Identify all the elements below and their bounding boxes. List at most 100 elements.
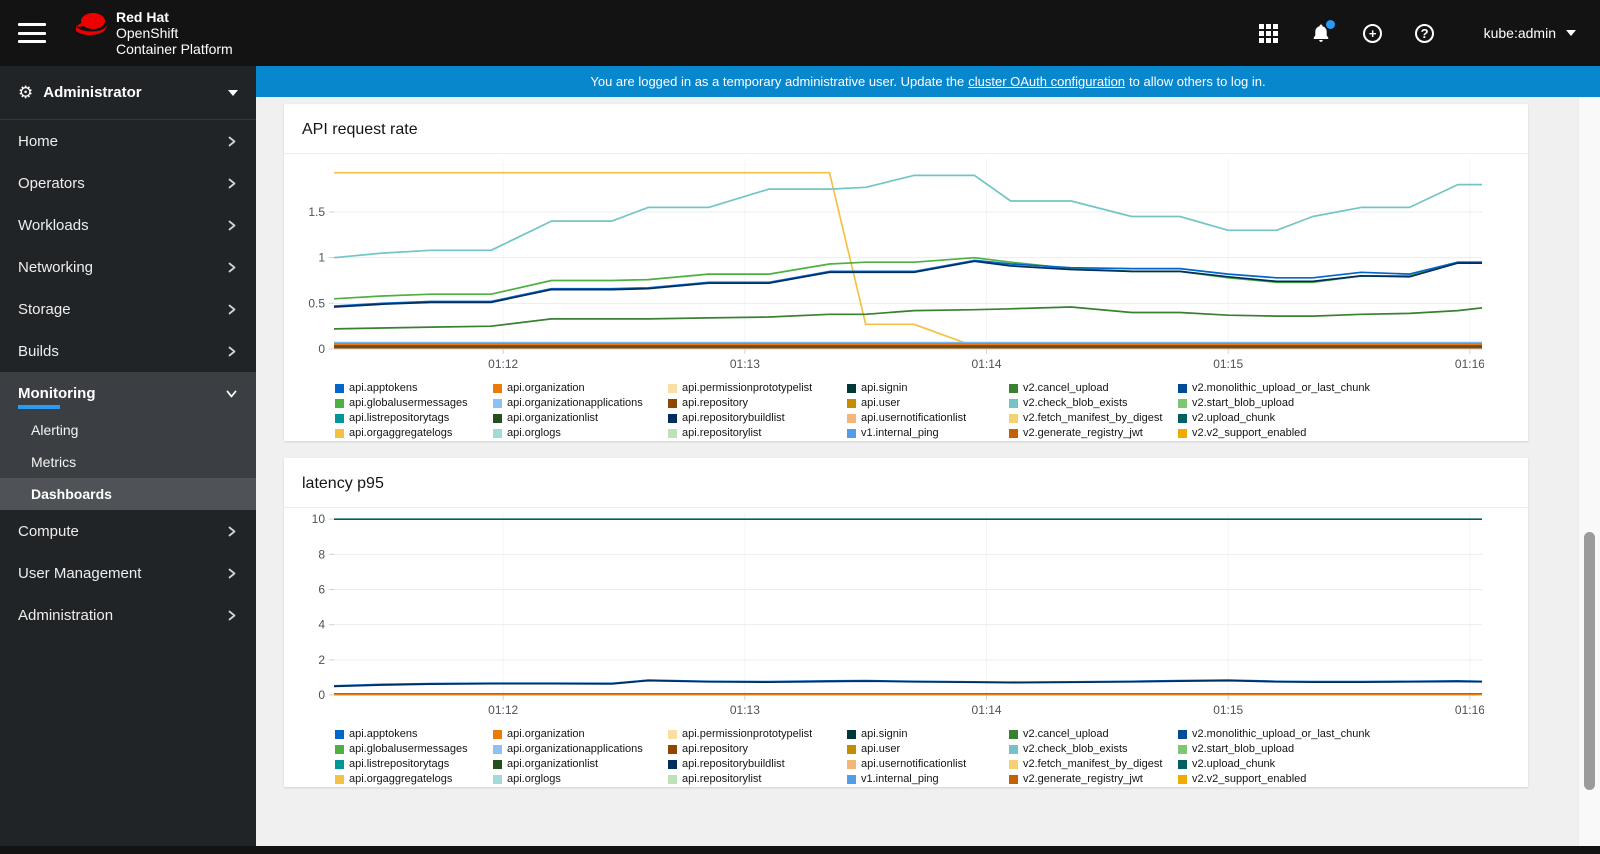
legend-item-v2.cancel_upload[interactable]: v2.cancel_upload: [1009, 381, 1178, 396]
legend-item-v2.monolithic_upload_or_last_chunk[interactable]: v2.monolithic_upload_or_last_chunk: [1178, 381, 1438, 396]
y-axis-tick-label: 2: [318, 653, 325, 667]
legend-swatch: [1178, 429, 1187, 438]
banner-text-after: to allow others to log in.: [1129, 74, 1266, 89]
legend-item-api.globalusermessages[interactable]: api.globalusermessages: [335, 396, 493, 411]
help-icon[interactable]: ?: [1414, 22, 1436, 44]
add-circle-icon[interactable]: +: [1362, 22, 1384, 44]
legend-item-api.user[interactable]: api.user: [847, 396, 1009, 411]
legend-swatch: [847, 745, 856, 754]
apps-launcher-icon[interactable]: [1258, 22, 1280, 44]
sidebar-item-compute[interactable]: Compute: [0, 510, 256, 552]
scrollbar-thumb[interactable]: [1584, 532, 1595, 790]
sidebar-item-operators[interactable]: Operators: [0, 162, 256, 204]
legend-item-v1.internal_ping[interactable]: v1.internal_ping: [847, 426, 1009, 441]
legend-item-api.usernotificationlist[interactable]: api.usernotificationlist: [847, 411, 1009, 426]
latency-p95-card: latency p95 0 2 4 6 8 10 01:12 01:13 01:14 01:15 0…: [284, 458, 1528, 787]
legend-item-api.repositorybuildlist[interactable]: api.repositorybuildlist: [668, 757, 847, 772]
legend-item-api.globalusermessages[interactable]: api.globalusermessages: [335, 742, 493, 757]
legend-item-api.orgaggregatelogs[interactable]: api.orgaggregatelogs: [335, 426, 493, 441]
user-menu[interactable]: kube:admin: [1484, 25, 1576, 41]
legend-swatch: [335, 414, 344, 423]
sidebar-item-storage[interactable]: Storage: [0, 288, 256, 330]
legend-swatch: [1009, 760, 1018, 769]
legend-item-api.organization[interactable]: api.organization: [493, 727, 668, 742]
legend-item-v2.v2_support_enabled[interactable]: v2.v2_support_enabled: [1178, 772, 1438, 787]
cluster-oauth-configuration-link[interactable]: cluster OAuth configuration: [968, 74, 1126, 89]
x-axis-tick-label: 01:15: [1213, 357, 1243, 371]
notifications-bell-icon[interactable]: [1310, 20, 1335, 44]
legend-item-v2.check_blob_exists[interactable]: v2.check_blob_exists: [1009, 742, 1178, 757]
legend-item-api.organizationlist[interactable]: api.organizationlist: [493, 411, 668, 426]
legend-item-v2.v2_support_enabled[interactable]: v2.v2_support_enabled: [1178, 426, 1438, 441]
sidebar-item-user-management[interactable]: User Management: [0, 552, 256, 594]
legend-item-v2.upload_chunk[interactable]: v2.upload_chunk: [1178, 411, 1438, 426]
legend-item-v2.start_blob_upload[interactable]: v2.start_blob_upload: [1178, 742, 1438, 757]
legend-swatch: [847, 399, 856, 408]
legend-item-api.permissionprototypelist[interactable]: api.permissionprototypelist: [668, 727, 847, 742]
legend-item-v2.generate_registry_jwt[interactable]: v2.generate_registry_jwt: [1009, 426, 1178, 441]
legend-item-api.orglogs[interactable]: api.orglogs: [493, 426, 668, 441]
perspective-switcher[interactable]: ⚙ Administrator: [0, 66, 256, 120]
sidebar-item-monitoring[interactable]: Monitoring: [0, 372, 256, 414]
legend-item-v2.fetch_manifest_by_digest[interactable]: v2.fetch_manifest_by_digest: [1009, 757, 1178, 772]
sidebar-item-home[interactable]: Home: [0, 120, 256, 162]
sidebar-item-builds[interactable]: Builds: [0, 330, 256, 372]
legend-item-api.listrepositorytags[interactable]: api.listrepositorytags: [335, 757, 493, 772]
chevron-right-icon: [225, 567, 238, 580]
legend-item-api.user[interactable]: api.user: [847, 742, 1009, 757]
legend-item-api.organizationapplications[interactable]: api.organizationapplications: [493, 742, 668, 757]
legend-item-v2.cancel_upload[interactable]: v2.cancel_upload: [1009, 727, 1178, 742]
legend-item-api.orglogs[interactable]: api.orglogs: [493, 772, 668, 787]
legend-item-api.repository[interactable]: api.repository: [668, 396, 847, 411]
notification-badge: [1325, 20, 1335, 29]
legend-item-v2.generate_registry_jwt[interactable]: v2.generate_registry_jwt: [1009, 772, 1178, 787]
legend-swatch: [335, 760, 344, 769]
legend-swatch: [847, 775, 856, 784]
legend-item-api.organization[interactable]: api.organization: [493, 381, 668, 396]
legend-item-v1.internal_ping[interactable]: v1.internal_ping: [847, 772, 1009, 787]
legend-swatch: [668, 429, 677, 438]
legend-item-api.organizationlist[interactable]: api.organizationlist: [493, 757, 668, 772]
legend-item-v2.monolithic_upload_or_last_chunk[interactable]: v2.monolithic_upload_or_last_chunk: [1178, 727, 1438, 742]
sidebar-item-administration[interactable]: Administration: [0, 594, 256, 636]
legend-swatch: [493, 414, 502, 423]
legend-item-api.orgaggregatelogs[interactable]: api.orgaggregatelogs: [335, 772, 493, 787]
main-content: You are logged in as a temporary adminis…: [256, 66, 1600, 854]
sidebar-item-workloads[interactable]: Workloads: [0, 204, 256, 246]
chevron-right-icon: [225, 525, 238, 538]
legend-item-v2.fetch_manifest_by_digest[interactable]: v2.fetch_manifest_by_digest: [1009, 411, 1178, 426]
legend-item-api.permissionprototypelist[interactable]: api.permissionprototypelist: [668, 381, 847, 396]
legend-swatch: [847, 730, 856, 739]
sidebar-item-metrics[interactable]: Metrics: [31, 454, 77, 470]
legend-item-api.organizationapplications[interactable]: api.organizationapplications: [493, 396, 668, 411]
sidebar-item-networking[interactable]: Networking: [0, 246, 256, 288]
legend-item-api.repositorylist[interactable]: api.repositorylist: [668, 772, 847, 787]
legend-swatch: [1009, 745, 1018, 754]
sidebar-item-alerting[interactable]: Alerting: [31, 422, 79, 438]
legend-item-api.repositorybuildlist[interactable]: api.repositorybuildlist: [668, 411, 847, 426]
latency-p95-chart[interactable]: 0 2 4 6 8 10 01:12 01:13 01:14 01:15 01:16: [284, 508, 1528, 726]
nav-toggle-hamburger-icon[interactable]: [18, 23, 46, 43]
legend-item-v2.start_blob_upload[interactable]: v2.start_blob_upload: [1178, 396, 1438, 411]
y-axis-tick-label: 0.5: [308, 296, 325, 310]
legend-swatch: [335, 429, 344, 438]
login-warning-banner: You are logged in as a temporary adminis…: [256, 66, 1600, 97]
legend-item-api.usernotificationlist[interactable]: api.usernotificationlist: [847, 757, 1009, 772]
chart-title: API request rate: [302, 121, 418, 138]
legend-item-api.apptokens[interactable]: api.apptokens: [335, 727, 493, 742]
legend-item-v2.check_blob_exists[interactable]: v2.check_blob_exists: [1009, 396, 1178, 411]
series-api.repositorybuildlist: [333, 260, 1482, 308]
chevron-right-icon: [225, 345, 238, 358]
legend-item-api.apptokens[interactable]: api.apptokens: [335, 381, 493, 396]
legend-item-api.signin[interactable]: api.signin: [847, 381, 1009, 396]
sidebar-item-dashboards[interactable]: Dashboards: [0, 478, 256, 510]
api-request-rate-chart[interactable]: 0 0.5 1 1.5 01:12 01:13 01:14 01:15 01:16: [284, 154, 1528, 380]
legend-item-v2.upload_chunk[interactable]: v2.upload_chunk: [1178, 757, 1438, 772]
legend-item-api.listrepositorytags[interactable]: api.listrepositorytags: [335, 411, 493, 426]
legend-item-api.repositorylist[interactable]: api.repositorylist: [668, 426, 847, 441]
legend-swatch: [493, 399, 502, 408]
brand-logo[interactable]: Red Hat OpenShift Container Platform: [74, 9, 233, 57]
legend-item-api.repository[interactable]: api.repository: [668, 742, 847, 757]
legend-item-api.signin[interactable]: api.signin: [847, 727, 1009, 742]
legend-swatch: [668, 760, 677, 769]
